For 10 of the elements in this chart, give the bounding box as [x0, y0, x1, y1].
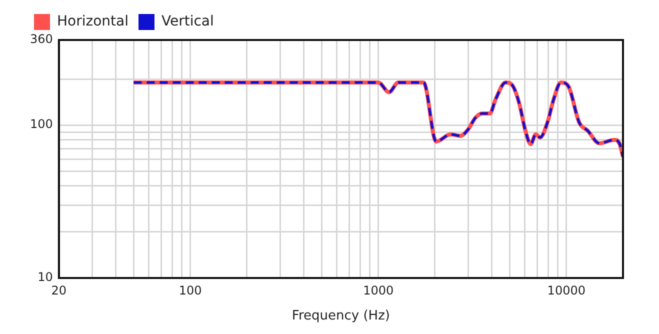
y-tick-label: 360	[30, 32, 53, 46]
x-tick-label: 10000	[547, 283, 586, 298]
x-tick-label: 20	[51, 283, 67, 298]
y-tick-label: 100	[30, 117, 53, 132]
legend-label: Horizontal	[57, 14, 128, 30]
y-tick-label: 10	[38, 270, 53, 284]
legend-label: Vertical	[161, 14, 214, 30]
x-tick-label: 1000	[363, 283, 394, 298]
x-tick-label: 100	[178, 283, 202, 298]
x-axis-title: Frequency (Hz)	[292, 308, 390, 324]
